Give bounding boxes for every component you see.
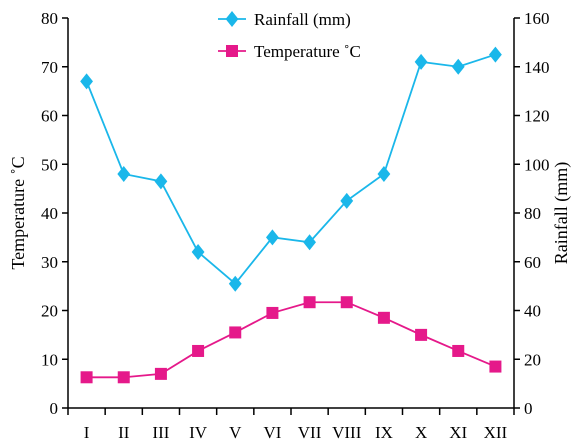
rainfall-line xyxy=(85,53,496,285)
y-tick-label-left: 40 xyxy=(41,204,58,223)
rainfall-point xyxy=(414,53,428,70)
x-tick-label: XII xyxy=(484,423,508,442)
y-tick-label-right: 140 xyxy=(524,58,550,77)
legend-rainfall-label: Rainfall (mm) xyxy=(254,10,351,29)
x-tick-label: I xyxy=(84,423,90,442)
y-tick-label-right: 60 xyxy=(524,253,541,272)
y-tick-label-left: 80 xyxy=(41,9,58,28)
legend: Rainfall (mm) Temperature ˚C xyxy=(218,10,361,61)
temperature-point xyxy=(192,344,205,357)
y-tick-label-right: 20 xyxy=(524,350,541,369)
y-tick-label-right: 120 xyxy=(524,107,550,126)
rainfall-point xyxy=(377,166,391,182)
rainfall-point xyxy=(154,173,168,190)
temperature-point xyxy=(415,328,428,341)
rainfall-point xyxy=(191,244,205,260)
x-tick-label: VII xyxy=(298,423,322,442)
x-tick-label: IV xyxy=(189,423,208,442)
temperature-point xyxy=(80,371,93,384)
y-axis-left-title: Temperature ˚C xyxy=(8,156,28,269)
temperature-point xyxy=(154,367,167,380)
temperature-point xyxy=(377,311,390,324)
y-tick-label-left: 30 xyxy=(41,253,58,272)
temperature-point xyxy=(303,296,316,309)
y-tick-label-right: 40 xyxy=(524,302,541,321)
rainfall-point xyxy=(303,234,316,251)
temperature-point xyxy=(266,306,279,319)
rainfall-point xyxy=(117,166,131,182)
series-group xyxy=(80,46,502,384)
x-tick-label: II xyxy=(118,423,130,442)
x-tick-label: X xyxy=(415,423,427,442)
y-tick-label-left: 0 xyxy=(50,399,59,418)
axes-group xyxy=(67,18,515,409)
y-tick-label-right: 0 xyxy=(524,399,533,418)
legend-rainfall-marker xyxy=(225,11,239,27)
y-tick-label-left: 50 xyxy=(41,155,58,174)
temperature-point xyxy=(229,326,242,339)
rainfall-point xyxy=(451,58,465,75)
y-axis-right-title: Rainfall (mm) xyxy=(551,162,572,264)
rainfall-point xyxy=(489,46,502,63)
temperature-point xyxy=(340,296,353,309)
rainfall-point xyxy=(228,275,242,292)
y-tick-label-left: 60 xyxy=(41,107,58,126)
rainfall-point xyxy=(266,229,279,246)
temperature-point xyxy=(452,344,465,357)
x-tick-label: V xyxy=(229,423,242,442)
y-tick-label-left: 20 xyxy=(41,302,58,321)
x-tick-label: VIII xyxy=(332,423,362,442)
y-tick-label-left: 10 xyxy=(41,350,58,369)
rainfall-point xyxy=(340,192,354,209)
y-tick-label-right: 100 xyxy=(524,155,550,174)
y-tick-label-left: 70 xyxy=(41,58,58,77)
x-tick-label: IX xyxy=(375,423,393,442)
x-tick-label: XI xyxy=(449,423,467,442)
y-tick-label-right: 80 xyxy=(524,204,541,223)
legend-temperature-label: Temperature ˚C xyxy=(254,42,361,61)
temperature-point xyxy=(117,371,130,384)
temperature-point xyxy=(489,360,502,373)
x-tick-label: III xyxy=(152,423,169,442)
y-tick-label-right: 160 xyxy=(524,9,550,28)
temperature-line xyxy=(86,301,496,379)
x-tick-label: VI xyxy=(263,423,281,442)
legend-temperature-marker xyxy=(226,45,238,57)
rainfall-point xyxy=(80,73,93,90)
